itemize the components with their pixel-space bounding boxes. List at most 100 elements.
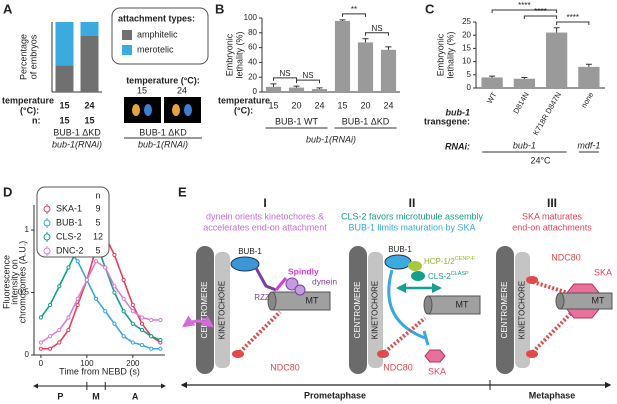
label: (°C): (234, 105, 253, 115)
point (139, 315, 145, 320)
x-tick-label: 15 (268, 100, 278, 110)
bar (265, 86, 282, 92)
bar (545, 32, 568, 88)
caption: end-on attachments (512, 222, 592, 232)
condition-label: 24°C (530, 155, 551, 165)
inhibition-bar (422, 330, 430, 346)
significance-bracket (556, 21, 590, 25)
point (112, 290, 117, 295)
label: bub-1 (513, 140, 536, 150)
ndc80-head (377, 350, 389, 358)
point (158, 317, 163, 323)
significance-bracket (342, 13, 366, 17)
label: RZZ (254, 293, 270, 302)
inset-title: temperature (°C): (126, 75, 200, 85)
error-bar (362, 38, 369, 43)
ndc80 (238, 310, 282, 354)
significance-label: NS (279, 69, 290, 78)
ska (424, 349, 446, 363)
panel-label: E (178, 184, 187, 199)
y-tick-label: 20 (248, 72, 257, 81)
point (93, 259, 99, 264)
x-tick-label: 0 (39, 359, 44, 368)
y-axis-label: lethality (%) (445, 31, 455, 78)
significance-label: **** (518, 1, 530, 10)
kinetochore-label: KINETOCHORE (518, 281, 527, 340)
phase-label: A (132, 391, 139, 401)
bar-segment (55, 65, 74, 92)
bub1 (230, 256, 260, 272)
error-bar (293, 85, 300, 88)
label: MT (456, 299, 469, 309)
label: CLS-2CLASP (428, 271, 469, 281)
caption: dynein orients kinetochores & (206, 211, 324, 221)
label: (°C): (20, 105, 39, 115)
y-axis-label: Percentage (18, 34, 28, 80)
chromosome (144, 104, 152, 116)
label: dynein (312, 276, 337, 286)
bar (334, 20, 351, 92)
panel-label: C (425, 1, 435, 16)
inhibition (387, 269, 426, 340)
spindly (274, 277, 288, 291)
significance-bracket (296, 79, 320, 84)
significance-label: NS (302, 71, 313, 80)
y-axis-label: chromosomes (A.U.) (17, 241, 27, 324)
error-bar (339, 19, 346, 21)
point (66, 327, 71, 333)
x-tick-label: 24 (383, 100, 393, 110)
y-axis-label: Embryonic (224, 33, 234, 76)
label: SKA (428, 366, 446, 376)
micrograph (124, 97, 161, 123)
error-bar (489, 75, 496, 78)
ndc80-head (526, 276, 538, 284)
point (57, 284, 62, 289)
bar (357, 42, 374, 92)
cls2 (411, 271, 425, 281)
caption: SKA maturates (522, 211, 583, 221)
point (112, 252, 117, 258)
inset-label: 15 (137, 85, 147, 95)
legend-swatch (122, 30, 132, 40)
point (139, 342, 145, 348)
legend-swatch (122, 45, 132, 55)
phase-label: Metaphase (529, 390, 576, 400)
y-tick-label: 25 (462, 17, 471, 26)
y-tick-label: 15 (462, 44, 471, 53)
legend-label: CLS-2 (56, 231, 82, 241)
legend-marker (43, 219, 51, 227)
label: RNAi: (445, 141, 470, 151)
legend-header: n (95, 190, 100, 200)
bar (578, 66, 600, 88)
y-axis-label: Embryonic (435, 33, 445, 76)
rzz (254, 267, 277, 292)
x-tick-label: 20 (360, 100, 370, 110)
panel-label: A (3, 1, 13, 16)
label: MT (306, 295, 319, 305)
label: bub-1(RNAi) (306, 134, 356, 144)
microtubule-end (267, 291, 277, 311)
phase-label: M (92, 391, 100, 401)
bar-segment (80, 22, 99, 36)
x-tick-label: 15 (59, 100, 69, 110)
point (139, 321, 145, 326)
label: temperature (218, 95, 270, 105)
x-axis-label: Time from NEBD (s) (59, 366, 140, 376)
chromosome (172, 104, 180, 116)
panel-label: B (215, 1, 224, 16)
microtubule-end (555, 292, 565, 310)
legend-box (36, 186, 110, 258)
y-tick-label: 0 (467, 83, 472, 92)
micrograph (164, 97, 201, 123)
error-bar (316, 87, 323, 90)
label: BUB-1 ΔKD (139, 127, 187, 137)
error-bar (385, 46, 392, 50)
caption: CLS-2 favors microtubule assembly (341, 211, 484, 221)
legend-label: DNC-2 (56, 245, 84, 255)
legend-n: 5 (95, 245, 100, 255)
legend-label: BUB-1 (56, 217, 83, 227)
label: mdf-1 (577, 140, 600, 150)
bar-segment (80, 36, 99, 92)
point (158, 337, 163, 343)
x-tick-label: 24 (84, 100, 94, 110)
